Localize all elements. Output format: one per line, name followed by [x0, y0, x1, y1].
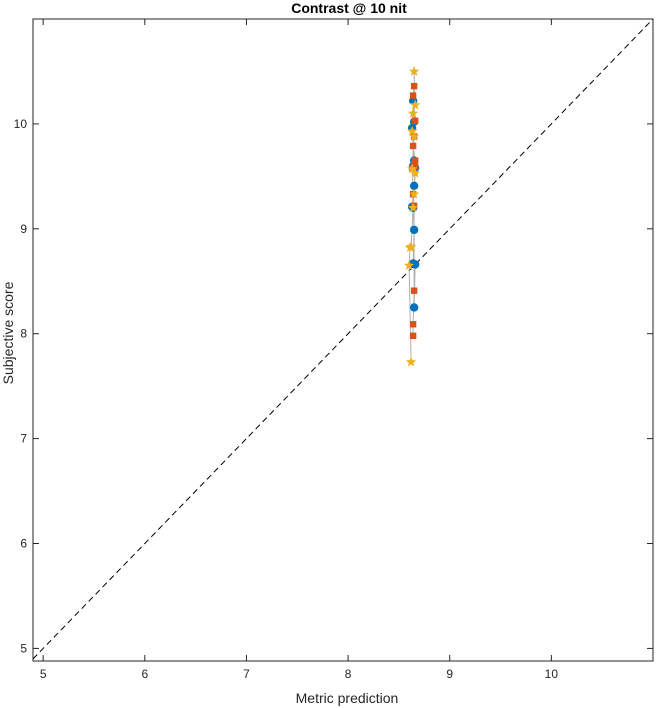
- data-point-star: [406, 163, 418, 174]
- x-tick-label: 10: [545, 667, 559, 681]
- x-axis-label: Metric prediction: [296, 690, 399, 706]
- y-tick-label: 9: [20, 222, 27, 236]
- plot-area: 5 6 7 8 9 10 5 6 7 8 9 10: [14, 18, 654, 681]
- data-point-circle: [409, 181, 419, 190]
- data-point-star: [405, 356, 417, 367]
- data-point-square: [409, 321, 417, 328]
- y-tick-label: 7: [20, 432, 27, 446]
- data-point-star: [408, 130, 420, 141]
- data-point-circle: [409, 303, 419, 312]
- x-tick-label: 7: [243, 667, 250, 681]
- y-axis-label: Subjective score: [0, 281, 16, 384]
- y-tick-label: 6: [20, 537, 27, 551]
- data-point-star: [409, 167, 421, 178]
- data-point-square: [410, 287, 418, 294]
- x-tick-label: 5: [40, 667, 47, 681]
- data-point-star: [408, 65, 420, 76]
- chart-title: Contrast @ 10 nit: [291, 0, 407, 16]
- data-point-circle: [409, 225, 419, 235]
- x-tick-label: 9: [446, 667, 453, 681]
- axes-box: [32, 18, 654, 662]
- data-point-square: [409, 142, 417, 150]
- data-point-square: [411, 117, 419, 124]
- data-point-star: [409, 99, 421, 110]
- y-tick-label: 10: [14, 117, 28, 131]
- y-tick-label: 8: [20, 327, 27, 341]
- data-point-star: [407, 202, 419, 213]
- data-point-square: [410, 82, 418, 90]
- data-point-square: [409, 92, 417, 99]
- data-point-star: [404, 242, 416, 253]
- data-point-star: [408, 188, 420, 199]
- identity-line: [32, 18, 654, 660]
- data-point-square: [409, 332, 417, 340]
- y-tick-label: 5: [20, 641, 27, 655]
- x-tick-label: 8: [345, 667, 352, 681]
- data-point-star: [406, 125, 418, 136]
- data-point-star: [407, 107, 419, 118]
- x-tick-label: 6: [141, 667, 148, 681]
- data-point-star: [403, 260, 415, 270]
